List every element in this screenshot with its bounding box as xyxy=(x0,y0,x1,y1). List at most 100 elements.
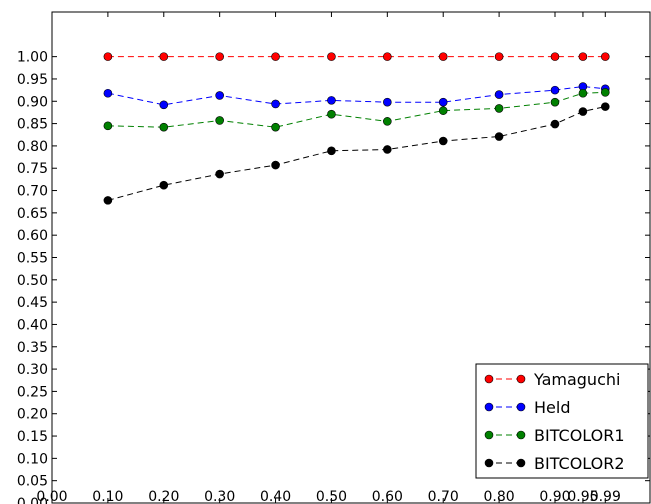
y-tick-label: 0.65 xyxy=(17,206,48,222)
data-point xyxy=(103,52,113,61)
data-point xyxy=(327,52,336,61)
data-point xyxy=(271,160,280,170)
data-point xyxy=(494,104,504,113)
data-point xyxy=(383,145,392,154)
x-tick-label: 0.00 xyxy=(36,489,67,504)
data-point xyxy=(103,88,113,98)
legend-label: Yamaguchi xyxy=(533,370,620,389)
data-point xyxy=(159,52,169,61)
legend-entry: BITCOLOR2 xyxy=(484,454,625,473)
data-point xyxy=(600,88,610,97)
data-point xyxy=(383,117,392,126)
x-tick-label: 0.30 xyxy=(204,489,235,504)
data-point xyxy=(159,100,169,110)
y-tick-label: 0.60 xyxy=(17,228,48,244)
y-tick-label: 0.75 xyxy=(17,161,48,177)
x-tick-label: 0.95 xyxy=(567,489,598,504)
data-point xyxy=(103,196,113,205)
legend-marker xyxy=(516,402,526,412)
y-tick-label: 0.50 xyxy=(17,273,48,289)
data-point xyxy=(550,52,560,61)
data-point xyxy=(271,122,280,132)
data-point xyxy=(578,88,588,98)
legend-marker xyxy=(484,430,494,440)
data-point xyxy=(578,52,588,61)
legend-label: BITCOLOR1 xyxy=(534,426,625,445)
y-tick-label: 0.30 xyxy=(17,362,48,378)
y-tick-label: 0.90 xyxy=(17,94,48,110)
legend-label: BITCOLOR2 xyxy=(534,454,625,473)
series-bitcolor1 xyxy=(103,88,610,132)
legend-marker xyxy=(516,458,526,468)
legend-entry: BITCOLOR1 xyxy=(484,426,625,445)
data-point xyxy=(215,52,224,61)
y-tick-label: 0.70 xyxy=(17,184,48,200)
data-point xyxy=(550,85,560,95)
y-tick-label: 0.55 xyxy=(17,251,48,267)
y-tick-label: 0.05 xyxy=(17,474,48,490)
data-point xyxy=(383,97,392,107)
data-point xyxy=(438,97,448,107)
x-tick-label: 0.70 xyxy=(428,489,459,504)
data-point xyxy=(159,122,169,132)
legend-marker xyxy=(516,374,526,384)
data-point xyxy=(215,116,224,125)
legend-marker xyxy=(484,402,494,412)
x-tick-label: 0.40 xyxy=(260,489,291,504)
x-tick-label: 0.90 xyxy=(539,489,570,504)
data-point xyxy=(550,119,560,129)
data-point xyxy=(215,169,224,179)
data-point xyxy=(438,136,448,146)
y-tick-label: 0.15 xyxy=(17,429,48,445)
data-point xyxy=(271,99,280,109)
series-bitcolor2 xyxy=(103,102,610,205)
series-yamaguchi xyxy=(103,52,610,61)
y-tick-label: 0.95 xyxy=(17,72,48,88)
data-point xyxy=(327,96,336,105)
y-tick-label: 0.35 xyxy=(17,340,48,356)
data-point xyxy=(578,107,588,116)
axis-ticks: 0.000.050.100.150.200.250.300.350.400.45… xyxy=(17,12,650,504)
legend: Yamaguchi Held BITCOLOR1 BITCOLOR2 xyxy=(475,363,649,479)
data-point xyxy=(383,52,392,61)
data-point xyxy=(438,52,448,61)
y-tick-label: 0.10 xyxy=(17,451,48,467)
data-point xyxy=(327,109,336,119)
x-tick-label: 0.99 xyxy=(590,489,621,504)
data-point xyxy=(600,52,610,61)
y-tick-label: 1.00 xyxy=(17,50,48,66)
data-point xyxy=(438,106,448,115)
legend-entry: Yamaguchi xyxy=(484,370,620,389)
data-point xyxy=(600,102,610,111)
data-point xyxy=(494,90,504,99)
legend-entry: Held xyxy=(484,398,570,417)
x-tick-label: 0.10 xyxy=(92,489,123,504)
x-tick-label: 0.50 xyxy=(316,489,347,504)
y-tick-label: 0.00 xyxy=(17,496,48,504)
legend-marker xyxy=(484,374,494,384)
legend-marker xyxy=(484,458,494,468)
y-tick-label: 0.40 xyxy=(17,317,48,333)
legend-marker xyxy=(516,430,526,440)
y-tick-label: 0.85 xyxy=(17,117,48,133)
legend-box xyxy=(475,363,649,479)
data-point xyxy=(550,97,560,107)
data-point xyxy=(327,146,336,156)
y-tick-label: 0.45 xyxy=(17,295,48,311)
series-layer xyxy=(103,52,610,205)
y-tick-label: 0.20 xyxy=(17,407,48,423)
data-point xyxy=(494,52,504,61)
data-point xyxy=(215,91,224,100)
x-tick-label: 0.20 xyxy=(148,489,179,504)
x-tick-label: 0.80 xyxy=(484,489,515,504)
data-point xyxy=(103,121,113,131)
legend-label: Held xyxy=(534,398,570,417)
series-held xyxy=(103,82,610,110)
y-tick-label: 0.25 xyxy=(17,384,48,400)
x-tick-label: 0.60 xyxy=(372,489,403,504)
data-point xyxy=(494,132,504,141)
data-point xyxy=(159,180,169,190)
y-tick-label: 0.80 xyxy=(17,139,48,155)
data-point xyxy=(271,52,280,61)
